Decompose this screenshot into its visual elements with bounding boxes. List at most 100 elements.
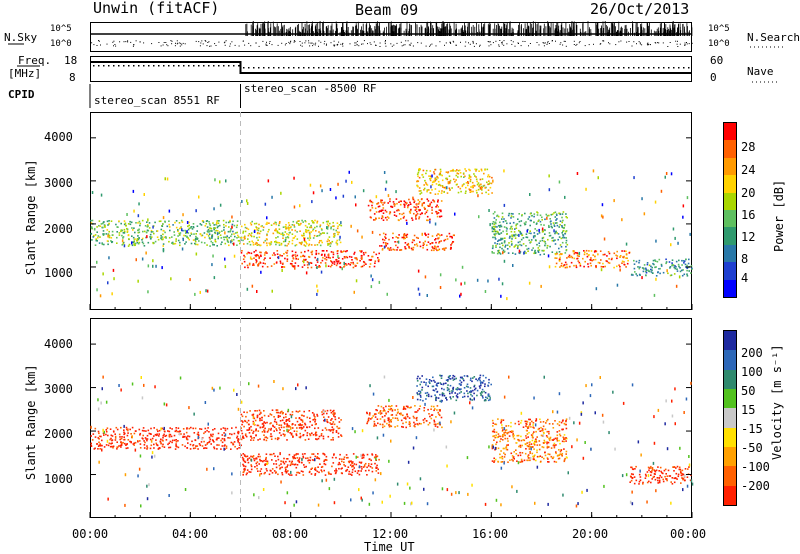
echo-cell bbox=[420, 198, 423, 201]
echo-cell bbox=[333, 409, 335, 412]
echo-cell bbox=[249, 435, 252, 438]
echo-cell bbox=[416, 398, 419, 401]
echo-cell bbox=[499, 226, 501, 228]
echo-cell bbox=[277, 473, 279, 476]
echo-cell bbox=[518, 423, 520, 426]
echo-cell bbox=[368, 469, 370, 472]
echo-cell bbox=[516, 247, 519, 250]
echo-cell bbox=[213, 441, 215, 443]
echo-cell bbox=[438, 240, 441, 243]
echo-cell bbox=[513, 451, 515, 453]
echo-cell bbox=[534, 251, 537, 254]
echo-cell bbox=[304, 429, 307, 432]
echo-cell bbox=[340, 419, 342, 421]
echo-cell bbox=[471, 181, 474, 184]
echo-cell bbox=[686, 275, 689, 277]
echo-cell bbox=[496, 226, 498, 228]
echo-cell bbox=[316, 413, 318, 416]
echo-cell bbox=[146, 434, 149, 437]
echo-cell bbox=[420, 381, 423, 383]
echo-cell bbox=[389, 408, 391, 411]
echo-cell bbox=[472, 377, 474, 379]
echo-cell bbox=[471, 399, 473, 401]
echo-cell bbox=[158, 435, 160, 437]
echo-cell bbox=[534, 439, 537, 441]
echo-cell bbox=[281, 255, 283, 257]
echo-cell bbox=[150, 229, 153, 232]
echo-cell bbox=[501, 427, 504, 429]
echo-cell bbox=[369, 412, 371, 414]
echo-cell bbox=[261, 426, 264, 429]
echo-cell bbox=[305, 231, 308, 234]
echo-cell bbox=[207, 229, 210, 231]
echo-cell bbox=[496, 436, 498, 439]
echo-cell bbox=[669, 266, 672, 268]
echo-cell bbox=[232, 442, 234, 445]
echo-cell bbox=[315, 431, 318, 434]
scatter-echo bbox=[212, 254, 214, 258]
echo-cell bbox=[351, 474, 353, 476]
echo-cell bbox=[502, 249, 505, 252]
echo-cell bbox=[449, 179, 452, 182]
echo-cell bbox=[557, 457, 560, 460]
echo-cell bbox=[302, 455, 304, 458]
echo-cell bbox=[283, 266, 286, 268]
echo-cell bbox=[616, 255, 619, 257]
echo-cell bbox=[546, 445, 549, 448]
echo-cell bbox=[513, 458, 515, 460]
echo-cell bbox=[248, 252, 251, 254]
echo-cell bbox=[431, 385, 434, 388]
echo-cell bbox=[256, 242, 258, 245]
echo-cell bbox=[532, 422, 535, 424]
echo-cell bbox=[526, 421, 529, 423]
echo-cell bbox=[429, 218, 431, 221]
echo-cell bbox=[439, 168, 442, 171]
echo-cell bbox=[365, 263, 367, 265]
echo-cell bbox=[203, 432, 205, 435]
echo-cell bbox=[671, 483, 674, 485]
echo-cell bbox=[258, 413, 261, 416]
echo-cell bbox=[240, 438, 243, 441]
scatter-echo bbox=[439, 273, 442, 277]
scatter-echo bbox=[582, 401, 584, 405]
echo-cell bbox=[290, 433, 293, 436]
echo-cell bbox=[495, 434, 497, 437]
echo-cell bbox=[308, 426, 311, 428]
echo-cell bbox=[318, 252, 320, 255]
echo-cell bbox=[360, 466, 363, 468]
echo-cell bbox=[143, 447, 146, 449]
echo-cell bbox=[563, 236, 566, 239]
echo-cell bbox=[273, 416, 275, 418]
echo-cell bbox=[542, 429, 544, 432]
echo-cell bbox=[645, 271, 648, 274]
echo-cell bbox=[395, 414, 398, 416]
echo-cell bbox=[242, 230, 245, 233]
echo-cell bbox=[679, 468, 682, 471]
echo-cell bbox=[369, 199, 372, 202]
echo-cell bbox=[565, 440, 567, 442]
echo-cell bbox=[491, 247, 494, 250]
echo-cell bbox=[500, 450, 502, 452]
echo-cell bbox=[282, 240, 285, 243]
echo-cell bbox=[91, 227, 93, 230]
echo-cell bbox=[615, 254, 617, 257]
echo-cell bbox=[248, 241, 251, 243]
echo-cell bbox=[219, 234, 222, 236]
echo-cell bbox=[530, 232, 532, 235]
echo-cell bbox=[413, 212, 415, 215]
echo-cell bbox=[258, 232, 261, 235]
echo-cell bbox=[236, 448, 239, 450]
echo-cell bbox=[260, 251, 262, 254]
echo-cell bbox=[252, 455, 255, 457]
echo-cell bbox=[230, 448, 232, 450]
scatter-echo bbox=[164, 177, 166, 181]
echo-cell bbox=[301, 419, 304, 422]
echo-cell bbox=[416, 185, 419, 187]
echo-cell bbox=[280, 242, 283, 245]
echo-cell bbox=[676, 465, 679, 468]
echo-cell bbox=[273, 426, 276, 428]
echo-cell bbox=[501, 216, 504, 218]
echo-cell bbox=[329, 222, 331, 225]
echo-cell bbox=[502, 439, 504, 441]
echo-cell bbox=[339, 453, 341, 456]
